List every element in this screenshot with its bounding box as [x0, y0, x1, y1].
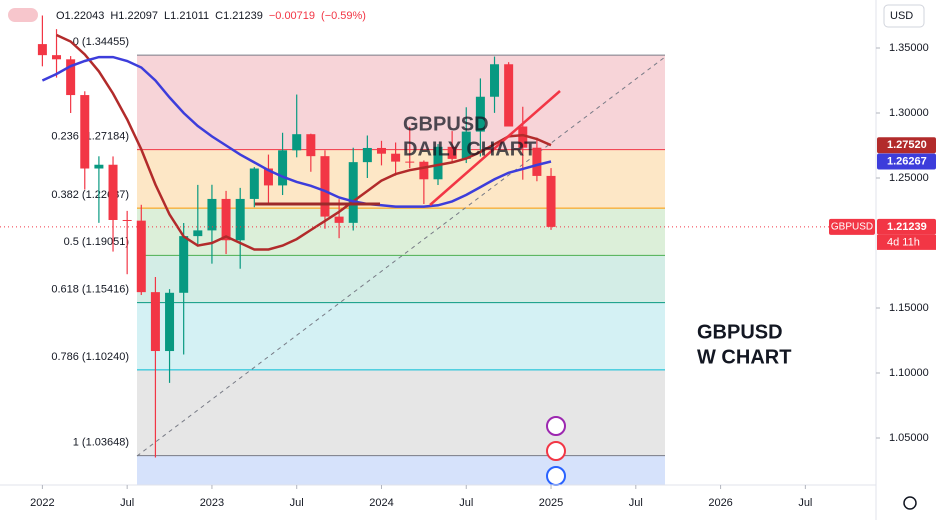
- x-tick-label: 2024: [369, 497, 393, 509]
- fib-zone: [137, 369, 665, 456]
- y-tick-label: 1.30000: [889, 107, 929, 119]
- plot-area: 0 (1.34455)0.236 (1.27184)0.382 (1.22687…: [0, 15, 876, 486]
- candle-body: [37, 44, 47, 56]
- y-tick-label: 1.35000: [889, 42, 929, 54]
- ohlc-value: O1.22043: [56, 10, 104, 22]
- candle-body: [52, 55, 62, 60]
- candle-body: [193, 230, 203, 237]
- candle-body: [447, 146, 457, 159]
- price-tag: [877, 153, 936, 170]
- currency-button[interactable]: [883, 4, 925, 28]
- price-tag-label: 1.21239: [887, 221, 927, 233]
- fib-zone: [137, 149, 665, 209]
- price-tag: [877, 137, 936, 154]
- annotation: W CHART: [697, 346, 791, 368]
- fib-label: 0 (1.34455): [73, 36, 129, 48]
- candle-body: [391, 153, 401, 162]
- y-tick-label: 1.15000: [889, 302, 929, 314]
- event-icon[interactable]: [546, 416, 566, 436]
- candle-body: [263, 168, 273, 186]
- x-tick-label: Jul: [290, 497, 304, 509]
- candle-body: [348, 162, 358, 223]
- x-tick-label: 2022: [30, 497, 54, 509]
- fib-trend-line: [136, 56, 666, 457]
- fib-zone: [137, 55, 665, 150]
- candle-body: [207, 198, 217, 231]
- candle-body: [475, 96, 485, 132]
- fib-zone: [137, 302, 665, 370]
- ohlc-value: L1.21011: [164, 10, 209, 22]
- price-tag: [877, 218, 936, 235]
- ohlc-value: C1.21239: [215, 10, 263, 22]
- y-tick-label: 1.10000: [889, 367, 929, 379]
- candle-body: [518, 126, 528, 148]
- candle-body: [150, 292, 160, 352]
- candle-body: [292, 134, 302, 151]
- candle-body: [221, 198, 231, 241]
- ohlc-value: −0.00719: [269, 10, 315, 22]
- candle-body: [122, 219, 132, 221]
- fib-label: 0.236 (1.27184): [51, 131, 129, 143]
- x-tick-label: Jul: [798, 497, 812, 509]
- event-icon[interactable]: [546, 466, 566, 486]
- candle-body: [249, 168, 259, 199]
- fib-label: 1 (1.03648): [73, 436, 129, 448]
- price-tag-label: 1.26267: [887, 155, 927, 167]
- x-tick-label: 2023: [200, 497, 224, 509]
- annotation: DAILY CHART: [403, 138, 536, 160]
- candle-body: [433, 146, 443, 180]
- candle-body: [419, 161, 429, 180]
- candle-body: [532, 147, 542, 176]
- y-tick-label: 1.05000: [889, 432, 929, 444]
- x-tick-label: 2025: [539, 497, 563, 509]
- fib-label: 0.786 (1.10240): [51, 351, 129, 363]
- x-tick-label: Jul: [459, 497, 473, 509]
- candle-body: [546, 175, 556, 227]
- trend-line: [429, 90, 561, 206]
- candle-body: [136, 220, 146, 293]
- candle-body: [362, 147, 372, 163]
- candle-body: [461, 131, 471, 159]
- ohlc-value: (−0.59%): [321, 10, 366, 22]
- price-tag-label: 1.27520: [887, 139, 927, 151]
- ohlc-value: H1.22097: [110, 10, 158, 22]
- candle-body: [278, 150, 288, 186]
- candle-body: [504, 64, 514, 127]
- y-tick-label: 1.25000: [889, 172, 929, 184]
- candle-body: [334, 216, 344, 223]
- candle-body: [165, 292, 175, 352]
- candle-body: [320, 156, 330, 217]
- x-tick-label: Jul: [120, 497, 134, 509]
- fib-label: 0.5 (1.19051): [64, 236, 129, 248]
- countdown: 4d 11h: [887, 236, 920, 248]
- candle-body: [376, 147, 386, 154]
- candle-body: [94, 164, 104, 169]
- annotation: GBPUSD: [697, 321, 783, 343]
- settings-icon[interactable]: [903, 496, 917, 510]
- event-icon[interactable]: [546, 441, 566, 461]
- fib-zone: [137, 255, 665, 303]
- candle-body: [108, 164, 118, 220]
- candle-body: [179, 236, 189, 293]
- candle-body: [306, 134, 316, 157]
- moving-average: [41, 55, 552, 208]
- x-tick-label: Jul: [629, 497, 643, 509]
- candle-body: [66, 59, 76, 96]
- candle-body: [490, 64, 500, 97]
- candle-body: [80, 95, 90, 169]
- header-icon: [8, 8, 38, 22]
- symbol-tag: [829, 218, 875, 235]
- countdown-tag: [877, 234, 936, 250]
- candle-body: [405, 161, 415, 163]
- fib-zone: [137, 455, 665, 485]
- symbol-label: GBPUSD: [831, 222, 873, 233]
- x-tick-label: 2026: [708, 497, 732, 509]
- currency: USD: [890, 10, 913, 22]
- moving-average: [55, 33, 552, 251]
- candle-body: [235, 198, 245, 241]
- fib-label: 0.618 (1.15416): [51, 283, 129, 295]
- annotation: GBPUSD: [403, 113, 489, 135]
